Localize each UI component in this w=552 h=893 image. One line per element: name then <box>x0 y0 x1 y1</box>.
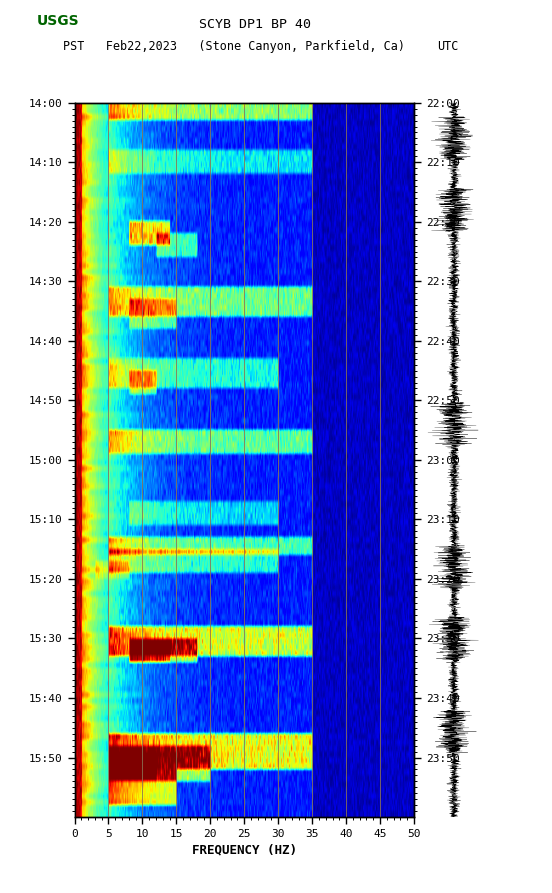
Text: ✓: ✓ <box>9 14 18 25</box>
Text: UTC: UTC <box>437 40 458 54</box>
Text: PST   Feb22,2023   (Stone Canyon, Parkfield, Ca): PST Feb22,2023 (Stone Canyon, Parkfield,… <box>63 40 406 54</box>
X-axis label: FREQUENCY (HZ): FREQUENCY (HZ) <box>192 843 297 856</box>
Text: USGS: USGS <box>37 13 79 28</box>
Text: SCYB DP1 BP 40: SCYB DP1 BP 40 <box>199 18 311 31</box>
